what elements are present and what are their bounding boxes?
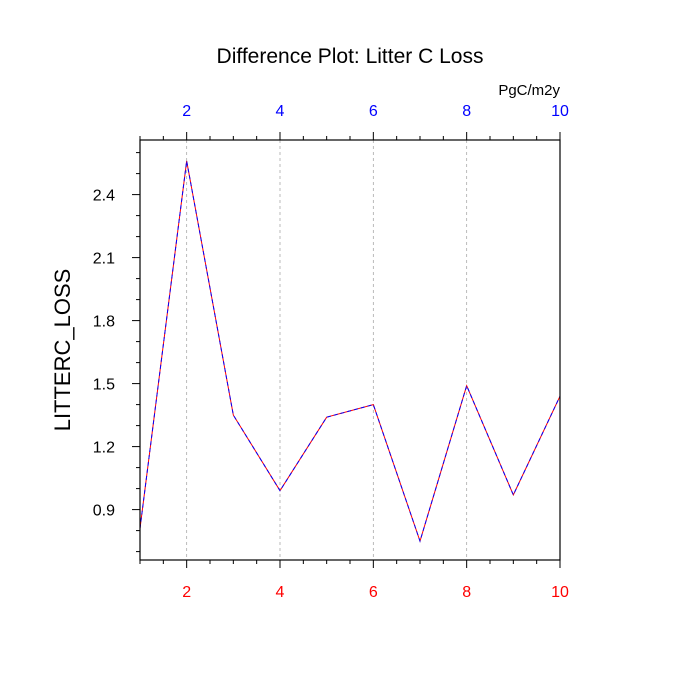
y-tick-labels: 0.9 1.2 1.5 1.8 2.1 2.4 (93, 188, 115, 520)
series-line-2 (140, 160, 560, 543)
y-tick-label: 1.8 (93, 314, 115, 331)
grid (186, 140, 468, 560)
y-tick-label: 1.5 (93, 377, 115, 394)
series-lines (140, 160, 560, 543)
y-tick-label: 2.4 (93, 188, 115, 205)
x-tick-label-top: 6 (369, 103, 378, 120)
x-tick-label-bottom: 8 (462, 584, 471, 601)
x-tick-label-bottom: 10 (551, 584, 569, 601)
y-tick-label: 2.1 (93, 251, 115, 268)
units-label: PgC/m2y (498, 82, 560, 99)
axis-ticks (132, 132, 561, 568)
x-tick-label-bottom: 2 (182, 584, 191, 601)
x-tick-label-bottom: 6 (369, 584, 378, 601)
y-tick-label: 0.9 (93, 503, 115, 520)
y-axis-label: LITTERC_LOSS (50, 269, 75, 432)
x-tick-labels-bottom: 2 4 6 8 10 (182, 584, 569, 601)
y-tick-label: 1.2 (93, 440, 115, 457)
x-tick-label-top: 10 (551, 103, 569, 120)
x-tick-labels-top: 2 4 6 8 10 (182, 103, 569, 120)
x-tick-label-top: 4 (276, 103, 285, 120)
x-tick-label-bottom: 4 (276, 584, 285, 601)
x-tick-label-top: 8 (462, 103, 471, 120)
plot-frame (139, 139, 561, 561)
x-tick-label-top: 2 (182, 103, 191, 120)
series-line-1 (140, 160, 560, 543)
chart-title: Difference Plot: Litter C Loss (217, 45, 484, 68)
